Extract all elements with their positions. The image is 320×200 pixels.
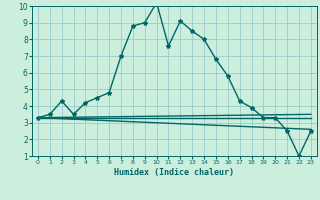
- X-axis label: Humidex (Indice chaleur): Humidex (Indice chaleur): [115, 168, 234, 177]
